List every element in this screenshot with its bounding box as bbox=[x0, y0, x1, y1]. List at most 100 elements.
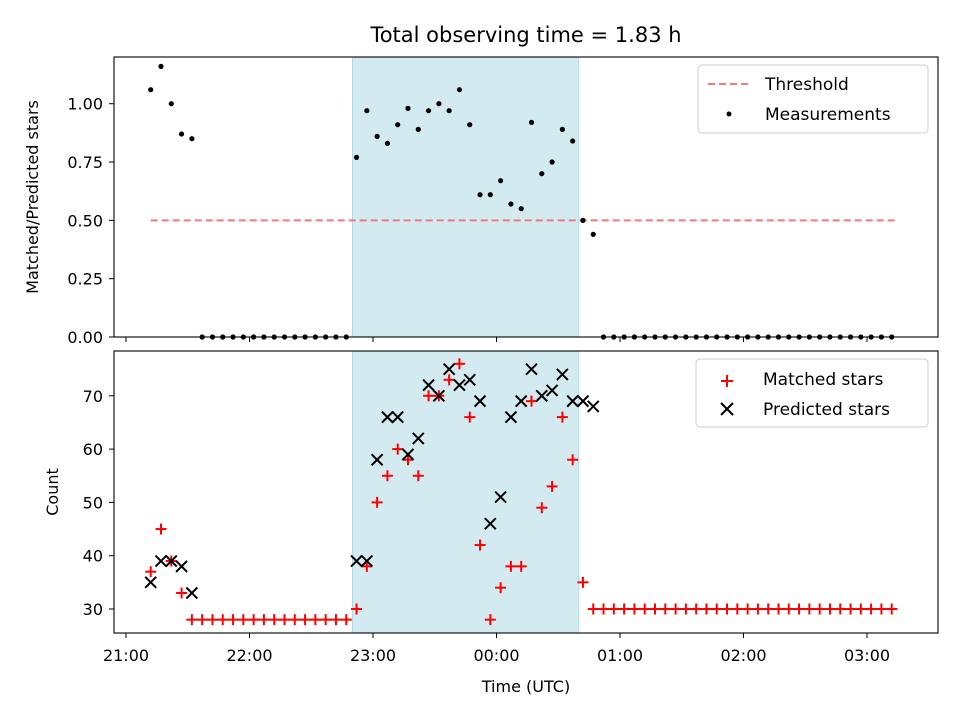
predicted-star-point bbox=[185, 586, 199, 600]
predicted-star-point bbox=[566, 394, 579, 408]
matched-star-point bbox=[423, 390, 435, 402]
matched-star-point bbox=[258, 614, 270, 626]
top-axes-frame bbox=[113, 56, 939, 338]
top-y-tick-label: 1.00 bbox=[67, 95, 103, 114]
bottom-y-tick-label: 70 bbox=[83, 387, 103, 406]
matched-star-point bbox=[731, 603, 743, 615]
measurement-point bbox=[436, 101, 442, 107]
matched-star-point bbox=[762, 603, 774, 615]
matched-star-point bbox=[567, 454, 579, 466]
matched-star-point bbox=[845, 603, 857, 615]
matched-star-point bbox=[309, 614, 321, 626]
matched-star-point bbox=[587, 603, 599, 615]
top-y-axis-label: Matched/Predicted stars bbox=[23, 100, 42, 294]
matched-star-point bbox=[289, 614, 301, 626]
matched-star-point bbox=[402, 454, 414, 466]
matched-star-point bbox=[659, 603, 671, 615]
predicted-star-point bbox=[535, 389, 548, 403]
measurement-point bbox=[539, 171, 545, 177]
bottom-x-ticks: 21:00 22:00 23:00 00:00 01:00 02:00 03:00 bbox=[103, 633, 890, 665]
predicted-star-point bbox=[545, 384, 559, 397]
predicted-star-point bbox=[401, 448, 415, 461]
x-axis-label: Time (UTC) bbox=[481, 677, 570, 696]
top-y-tick-label: 0.50 bbox=[67, 211, 103, 230]
legend-predicted-swatch bbox=[720, 402, 734, 416]
matched-star-point bbox=[875, 603, 887, 615]
predicted-star-point bbox=[442, 362, 456, 376]
matched-star-point bbox=[392, 443, 404, 455]
matched-star-point bbox=[608, 603, 620, 615]
predicted-star-point bbox=[504, 410, 518, 424]
legend-matched-label: Matched stars bbox=[763, 370, 883, 390]
matched-star-point bbox=[742, 603, 754, 615]
top-y-tick-label: 0.25 bbox=[67, 270, 103, 289]
matched-star-point bbox=[628, 603, 640, 615]
predicted-star-point bbox=[350, 554, 363, 568]
measurement-point bbox=[168, 101, 174, 107]
matched-star-point bbox=[639, 603, 651, 615]
x-tick-label: 00:00 bbox=[473, 646, 519, 665]
predicted-star-point bbox=[473, 394, 487, 408]
matched-star-point bbox=[803, 603, 815, 615]
matched-star-point bbox=[505, 560, 517, 572]
matched-star-point bbox=[176, 587, 188, 599]
predicted-star-point bbox=[484, 517, 497, 530]
bottom-observing-span bbox=[352, 350, 580, 634]
legend-measurements-swatch bbox=[726, 111, 732, 117]
predicted-star-point bbox=[391, 410, 404, 424]
measurement-point bbox=[446, 108, 452, 114]
x-tick-label: 22:00 bbox=[226, 646, 272, 665]
measurement-point bbox=[498, 178, 504, 184]
matched-star-point bbox=[371, 496, 383, 508]
measurement-point bbox=[467, 122, 473, 128]
matched-star-point bbox=[546, 480, 558, 492]
predicted-star-point bbox=[514, 394, 528, 408]
matched-star-point bbox=[814, 603, 826, 615]
bottom-legend: Matched stars Predicted stars bbox=[695, 358, 929, 428]
bottom-y-tick-label: 60 bbox=[83, 440, 103, 459]
measurement-point bbox=[508, 201, 514, 207]
matched-star-point bbox=[515, 560, 527, 572]
predicted-star-point bbox=[381, 410, 394, 424]
matched-star-point bbox=[268, 614, 280, 626]
matched-star-point bbox=[577, 576, 589, 588]
top-y-tick-label: 0.75 bbox=[67, 153, 103, 172]
measurement-point bbox=[395, 122, 401, 128]
measurement-point bbox=[487, 192, 493, 198]
matched-star-point bbox=[227, 614, 239, 626]
top-x-ticks bbox=[125, 337, 868, 342]
matched-star-point bbox=[886, 603, 898, 615]
measurement-point bbox=[456, 87, 463, 93]
matched-star-point bbox=[855, 603, 867, 615]
bottom-y-tick-label: 50 bbox=[83, 493, 103, 512]
matched-star-point bbox=[299, 614, 311, 626]
predicted-star-point bbox=[432, 389, 446, 403]
matched-star-point bbox=[618, 603, 630, 615]
matched-star-point bbox=[598, 603, 610, 615]
measurement-point bbox=[364, 108, 370, 114]
matched-star-point bbox=[248, 614, 260, 626]
predicted-star-point bbox=[576, 394, 590, 408]
measurement-point bbox=[580, 217, 586, 223]
top-observing-span bbox=[352, 56, 580, 338]
matched-star-point bbox=[680, 603, 692, 615]
predicted-star-point bbox=[144, 576, 157, 589]
matched-star-point bbox=[772, 603, 784, 615]
measurement-point bbox=[549, 159, 555, 165]
bottom-y-axis-label: Count bbox=[43, 468, 62, 516]
matched-star-point bbox=[649, 603, 661, 615]
matched-star-point bbox=[721, 603, 733, 615]
predicted-star-point bbox=[422, 378, 435, 392]
predicted-star-point bbox=[165, 554, 178, 568]
count-panel: 30 40 50 60 70 21:00 22:00 23:00 00:00 01:00 02:0… bbox=[43, 350, 939, 696]
matched-star-point bbox=[145, 566, 157, 578]
matched-star-point bbox=[556, 411, 568, 423]
measurement-point bbox=[570, 138, 576, 144]
legend-matched-swatch bbox=[721, 375, 733, 387]
matched-star-point bbox=[536, 502, 548, 514]
matched-star-point bbox=[443, 374, 455, 386]
bottom-legend-box bbox=[695, 358, 929, 428]
matched-star-point bbox=[474, 539, 486, 551]
matched-star-point bbox=[320, 614, 332, 626]
measurement-point bbox=[148, 87, 154, 93]
